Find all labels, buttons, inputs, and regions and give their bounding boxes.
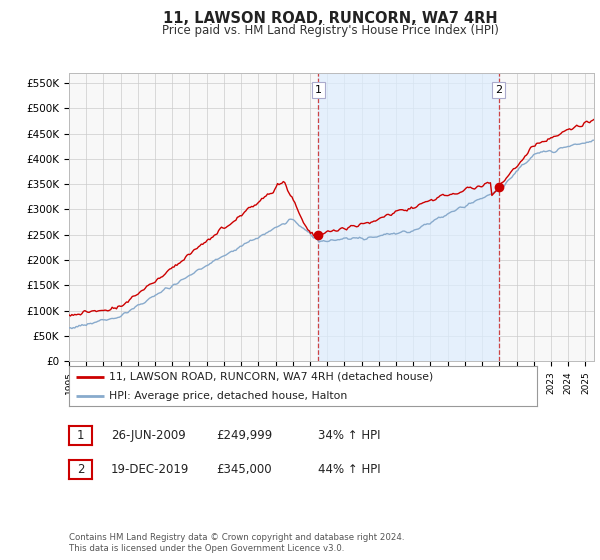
Text: 44% ↑ HPI: 44% ↑ HPI [318,463,380,476]
Text: Contains HM Land Registry data © Crown copyright and database right 2024.
This d: Contains HM Land Registry data © Crown c… [69,533,404,553]
Text: 2: 2 [495,85,502,95]
Text: 1: 1 [77,429,84,442]
Text: 11, LAWSON ROAD, RUNCORN, WA7 4RH (detached house): 11, LAWSON ROAD, RUNCORN, WA7 4RH (detac… [109,372,433,381]
Text: 11, LAWSON ROAD, RUNCORN, WA7 4RH: 11, LAWSON ROAD, RUNCORN, WA7 4RH [163,11,497,26]
Text: 19-DEC-2019: 19-DEC-2019 [111,463,190,476]
Text: 34% ↑ HPI: 34% ↑ HPI [318,429,380,442]
Text: 2: 2 [77,463,84,476]
Bar [319,73,499,361]
Text: HPI: Average price, detached house, Halton: HPI: Average price, detached house, Halt… [109,391,347,401]
Text: £345,000: £345,000 [216,463,272,476]
Text: 1: 1 [315,85,322,95]
Text: 26-JUN-2009: 26-JUN-2009 [111,429,186,442]
Text: £249,999: £249,999 [216,429,272,442]
Text: Price paid vs. HM Land Registry's House Price Index (HPI): Price paid vs. HM Land Registry's House … [161,24,499,36]
